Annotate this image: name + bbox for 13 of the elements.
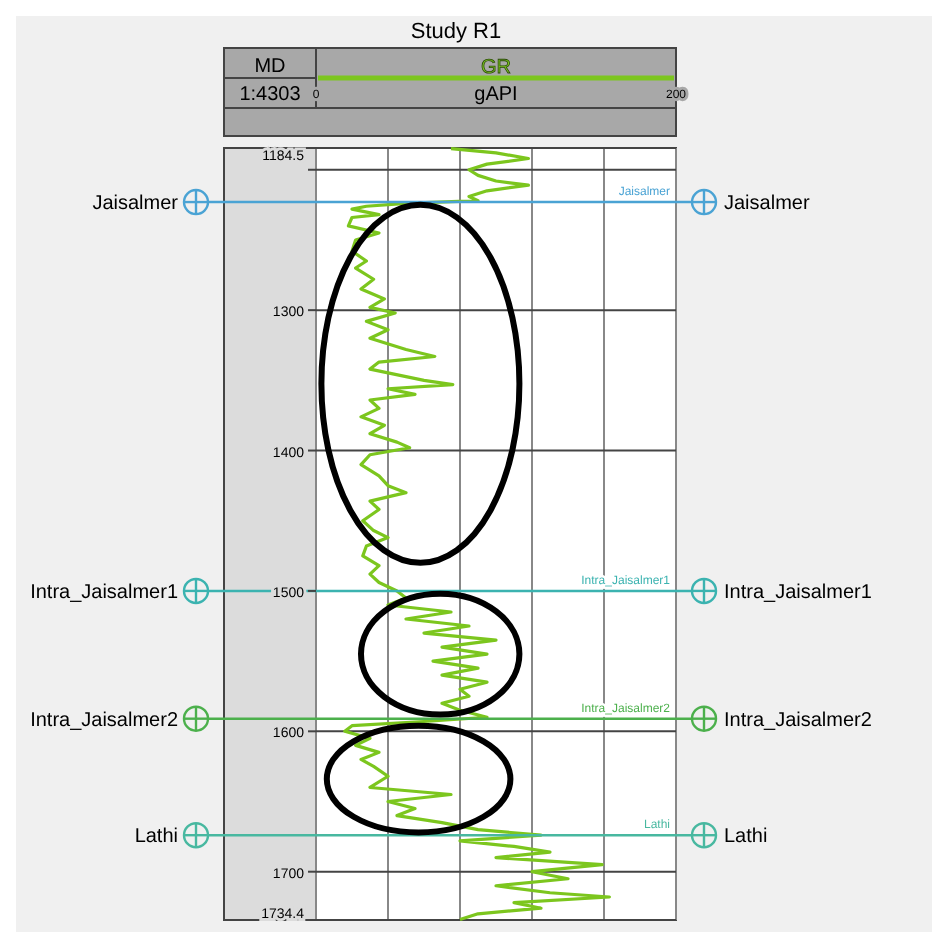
text: Intra_Jaisalmer1 — [30, 581, 178, 604]
text: GR — [481, 57, 511, 79]
text: 1:4303 — [239, 84, 302, 106]
text: Lathi — [134, 826, 178, 849]
y-axis-title: MD — [254, 56, 286, 78]
text: Intra_Jaisalmer1 — [724, 581, 872, 604]
text: Intra_Jaisalmer2 — [724, 709, 872, 732]
text: Lathi — [724, 826, 768, 849]
text: Jaisalmer — [92, 193, 178, 216]
chart-title: Study R1 — [410, 20, 502, 44]
text: Jaisalmer — [724, 193, 810, 216]
text: Intra_Jaisalmer2 — [30, 709, 178, 732]
x-axis-title: gAPI — [474, 84, 518, 106]
